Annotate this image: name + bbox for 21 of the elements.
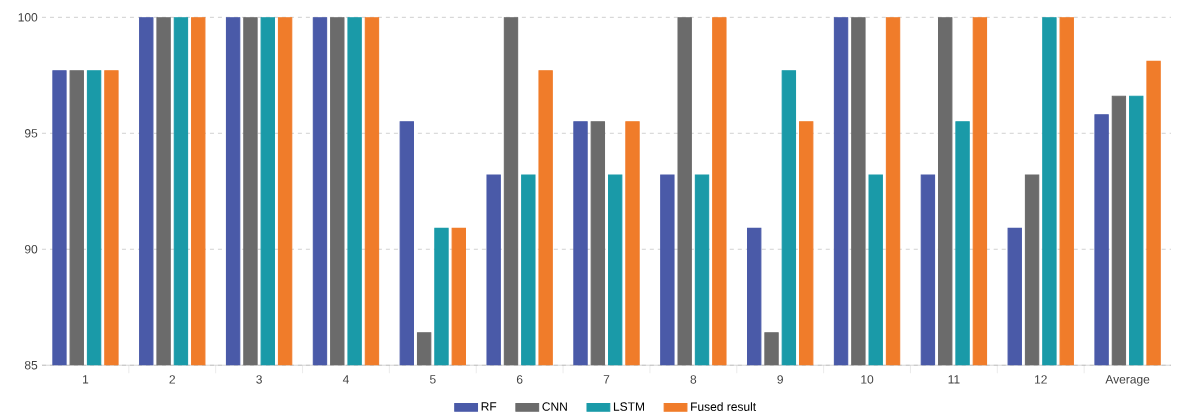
legend-label: CNN [542,402,567,411]
x-tick-label: 9 [777,375,783,384]
x-tick-label: 2 [169,375,175,384]
y-tick-label: 95 [24,129,38,138]
x-tick-label: 11 [948,375,960,384]
x-tick-label: 3 [256,375,262,384]
x-tick-label: Average [1105,375,1150,386]
y-tick-label: 85 [24,361,38,370]
legend-label: RF [481,402,497,411]
x-tick-label: 6 [516,375,523,384]
x-tick-label: 12 [1034,375,1047,384]
x-tick-label: 7 [603,375,610,384]
x-tick-label: 5 [429,375,436,384]
legend-label: Fused result [691,402,757,412]
x-tick-label: 8 [690,375,697,384]
y-tick-label: 100 [18,13,38,22]
y-tick-label: 90 [24,245,38,254]
legend-label: LSTM [613,402,644,411]
x-tick-label: 1 [83,375,89,384]
x-tick-label: 4 [342,375,349,384]
x-tick-label: 10 [861,375,874,384]
